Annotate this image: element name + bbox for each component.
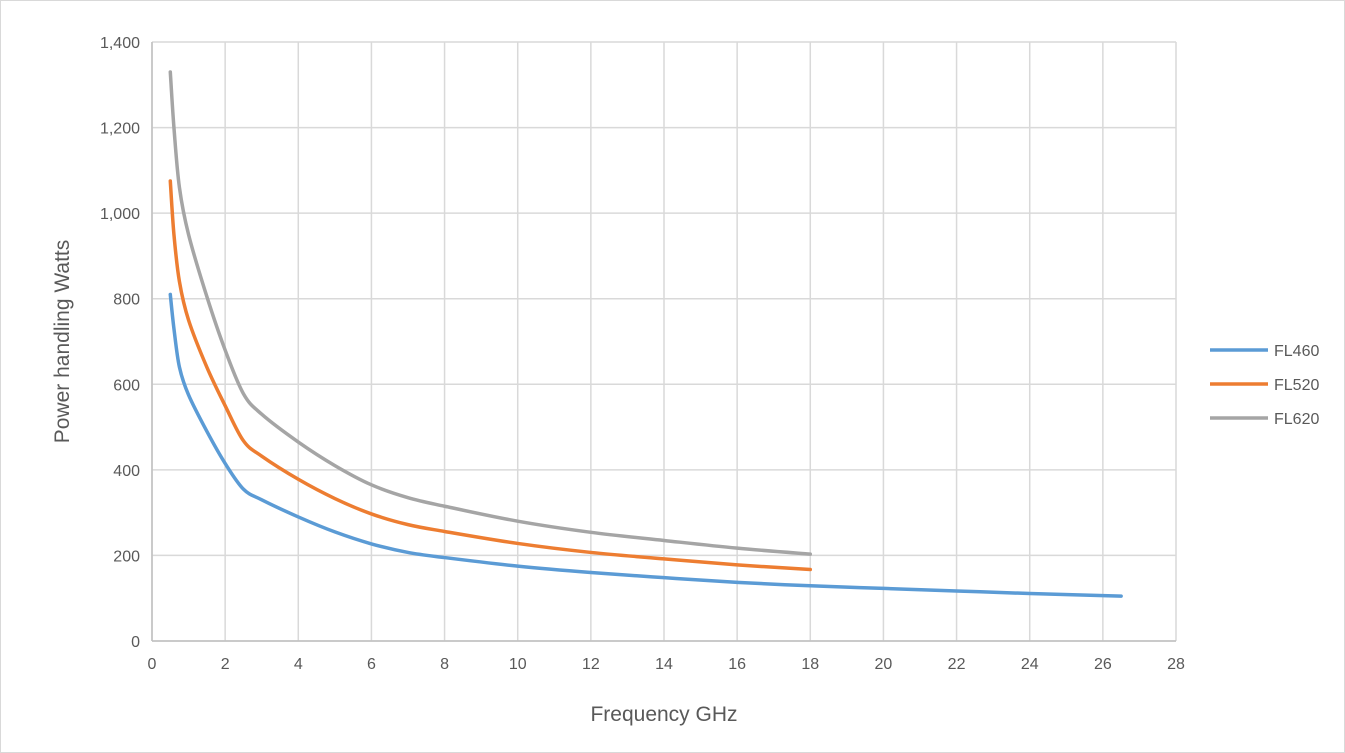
series-line-fl620 <box>168 70 813 556</box>
series-line-fl460 <box>168 292 1123 598</box>
x-tick-label: 16 <box>728 656 746 673</box>
series-lines <box>168 70 1123 598</box>
y-tick-label: 200 <box>113 548 140 565</box>
x-tick-label: 4 <box>294 656 303 673</box>
x-tick-label: 10 <box>509 656 527 673</box>
legend: FL460 FL520 FL620 <box>1210 343 1319 428</box>
x-axis-title: Frequency GHz <box>590 703 737 726</box>
gridlines <box>151 41 1177 642</box>
legend-label-fl520: FL520 <box>1274 377 1319 394</box>
x-tick-label: 26 <box>1094 656 1112 673</box>
y-tick-labels: 0 200 400 600 800 1,000 1,200 1,400 <box>100 35 140 651</box>
x-tick-label: 2 <box>221 656 230 673</box>
y-tick-label: 400 <box>113 463 140 480</box>
axes <box>151 42 1176 642</box>
x-tick-label: 28 <box>1167 656 1185 673</box>
x-tick-label: 18 <box>801 656 819 673</box>
x-tick-label: 6 <box>367 656 376 673</box>
legend-label-fl460: FL460 <box>1274 343 1319 360</box>
x-tick-label: 14 <box>655 656 673 673</box>
x-tick-labels: 0 2 4 6 8 10 12 14 16 18 20 22 24 26 28 <box>148 656 1185 673</box>
y-tick-label: 1,200 <box>100 121 140 138</box>
x-tick-label: 24 <box>1021 656 1039 673</box>
legend-label-fl620: FL620 <box>1274 411 1319 428</box>
x-tick-label: 12 <box>582 656 600 673</box>
x-tick-label: 20 <box>875 656 893 673</box>
series-line-fl520 <box>168 179 813 572</box>
y-tick-label: 1,000 <box>100 206 140 223</box>
y-tick-label: 800 <box>113 292 140 309</box>
x-tick-label: 8 <box>440 656 449 673</box>
x-tick-label: 0 <box>148 656 157 673</box>
y-tick-label: 0 <box>131 634 140 651</box>
y-tick-label: 1,400 <box>100 35 140 52</box>
y-axis-title: Power handling Watts <box>51 240 74 444</box>
y-tick-label: 600 <box>113 377 140 394</box>
x-tick-label: 22 <box>948 656 966 673</box>
